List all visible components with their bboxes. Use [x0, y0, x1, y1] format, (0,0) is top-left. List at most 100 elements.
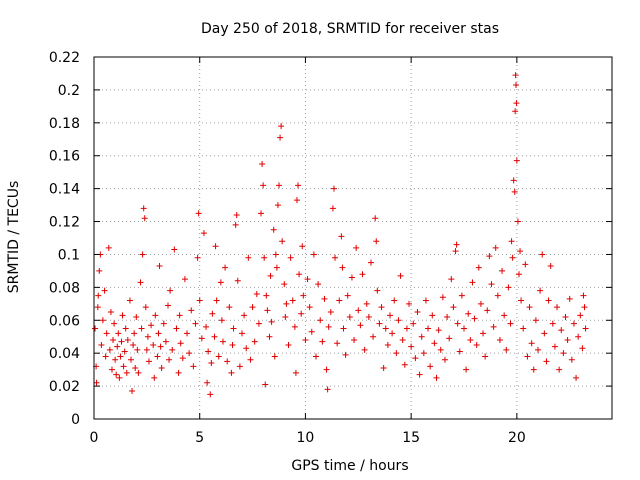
- data-point: [344, 292, 351, 299]
- data-point: [203, 323, 210, 330]
- data-point: [173, 325, 180, 332]
- y-tick-label: 0.06: [49, 313, 80, 329]
- y-tick-label: 0.18: [49, 116, 80, 132]
- data-point: [351, 337, 358, 344]
- data-point: [98, 341, 105, 348]
- data-point: [391, 297, 398, 304]
- data-point: [367, 259, 374, 266]
- data-point: [278, 123, 285, 130]
- data-point: [128, 356, 134, 363]
- data-point: [113, 371, 120, 378]
- data-point: [554, 304, 561, 311]
- data-point: [116, 374, 123, 381]
- data-point: [117, 353, 124, 360]
- data-point: [340, 325, 347, 332]
- data-point: [155, 330, 162, 337]
- x-tick-label: 20: [508, 430, 526, 446]
- data-point: [232, 221, 239, 228]
- data-point: [120, 363, 127, 370]
- x-tick-label: 0: [90, 430, 99, 446]
- data-point: [401, 361, 408, 368]
- data-point: [176, 312, 183, 319]
- data-point: [241, 312, 248, 319]
- data-point: [510, 177, 517, 184]
- data-point: [370, 333, 377, 340]
- data-point: [549, 320, 556, 327]
- data-point: [247, 356, 254, 363]
- data-point: [475, 264, 482, 271]
- data-point: [334, 340, 341, 347]
- data-point: [317, 317, 324, 324]
- data-point: [222, 264, 229, 271]
- data-point: [186, 350, 193, 357]
- data-point: [378, 304, 385, 311]
- data-point: [547, 262, 554, 269]
- data-point: [564, 337, 571, 344]
- y-tick-label: 0.04: [49, 346, 80, 362]
- data-point: [437, 346, 444, 353]
- data-point: [530, 366, 537, 373]
- data-point: [507, 320, 514, 327]
- data-point: [236, 363, 243, 370]
- data-point: [190, 363, 197, 370]
- data-point: [545, 297, 552, 304]
- data-point: [508, 238, 515, 245]
- data-point: [140, 205, 147, 212]
- data-point: [99, 317, 106, 324]
- data-point: [532, 317, 539, 324]
- data-point: [207, 391, 214, 398]
- data-point: [458, 292, 465, 299]
- data-point: [150, 341, 157, 348]
- data-point: [279, 238, 286, 245]
- data-point: [346, 313, 353, 320]
- data-point: [566, 295, 573, 302]
- data-point: [293, 197, 300, 204]
- data-point: [177, 340, 184, 347]
- data-point: [102, 353, 109, 360]
- data-point: [233, 211, 240, 218]
- data-point: [414, 309, 421, 316]
- data-point: [126, 297, 133, 304]
- data-point: [122, 325, 129, 332]
- data-point: [249, 304, 256, 311]
- grid: [94, 57, 612, 419]
- data-point: [452, 248, 459, 255]
- data-point: [512, 72, 519, 79]
- data-point: [129, 388, 136, 395]
- data-point: [363, 300, 370, 307]
- data-point: [262, 381, 269, 388]
- data-point: [228, 369, 235, 376]
- data-point: [289, 297, 296, 304]
- x-axis: 0 5 10 15 20: [90, 57, 526, 446]
- data-point: [245, 254, 252, 261]
- data-point: [374, 287, 381, 294]
- data-point: [105, 244, 112, 251]
- data-point: [513, 100, 520, 107]
- data-point: [95, 292, 102, 299]
- data-point: [92, 325, 99, 332]
- data-point: [261, 254, 268, 261]
- data-point: [580, 292, 587, 299]
- data-point: [198, 335, 205, 342]
- data-point: [339, 264, 346, 271]
- data-point: [513, 157, 520, 164]
- data-point: [272, 251, 279, 258]
- data-point: [488, 281, 495, 288]
- data-point: [310, 251, 317, 258]
- data-point: [108, 366, 115, 373]
- data-point: [581, 304, 588, 311]
- data-point: [454, 320, 461, 327]
- data-point: [219, 338, 226, 345]
- data-point: [132, 364, 139, 371]
- data-point: [473, 341, 480, 348]
- data-point: [103, 330, 110, 337]
- data-point: [524, 353, 531, 360]
- y-tick-label: 0.2: [58, 83, 80, 99]
- data-point: [304, 276, 311, 283]
- data-point: [287, 254, 294, 261]
- data-point: [268, 318, 275, 325]
- data-point: [258, 210, 265, 217]
- data-point: [115, 330, 122, 337]
- y-tick-label: 0: [71, 412, 80, 428]
- data-point: [431, 340, 438, 347]
